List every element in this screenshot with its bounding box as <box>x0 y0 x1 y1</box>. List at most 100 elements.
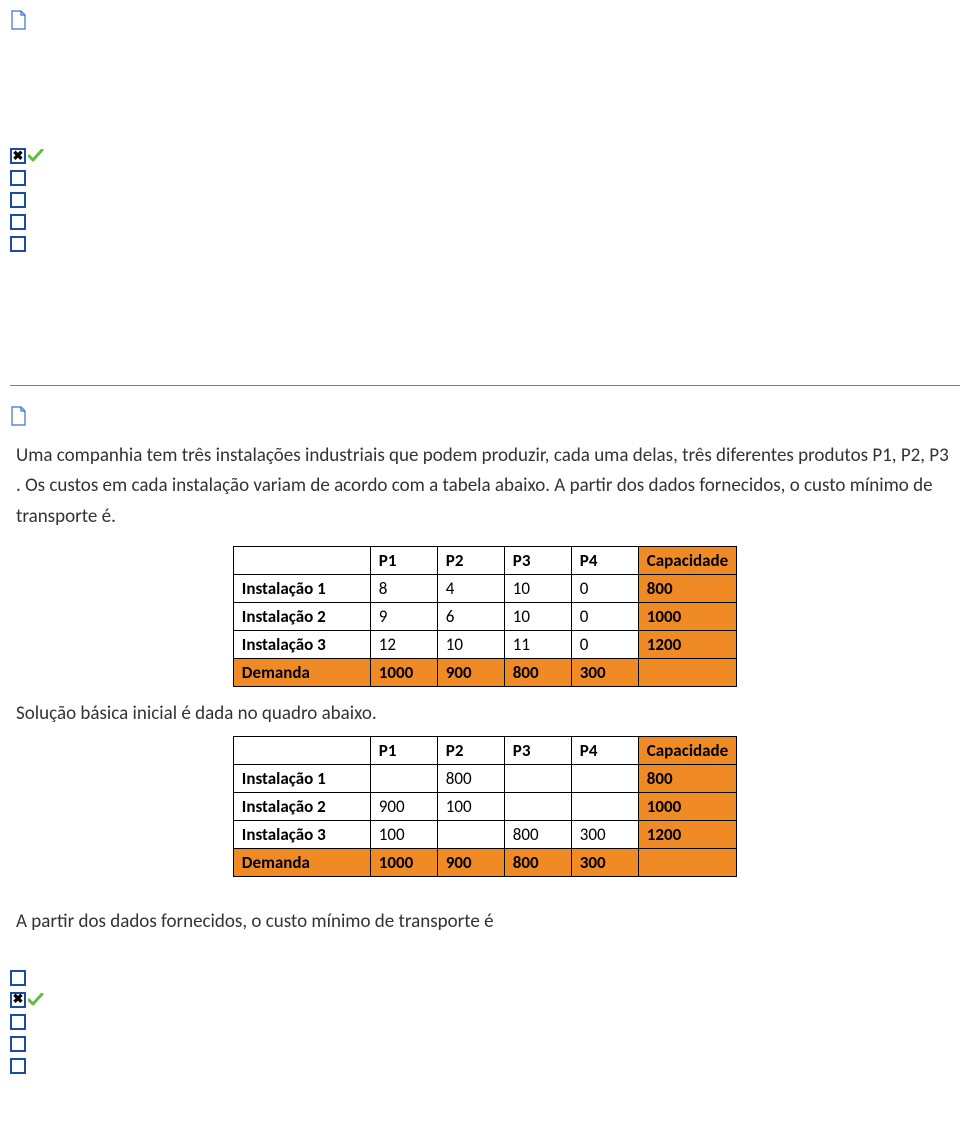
demand-label: Demanda <box>233 848 370 876</box>
table-row: Instalação 2 900 100 1000 <box>233 792 736 820</box>
table-cell: 8 <box>370 575 437 603</box>
q2-option-4[interactable] <box>10 1033 960 1055</box>
table-cell: 900 <box>370 792 437 820</box>
checkbox-empty-icon <box>10 192 26 208</box>
table-cell: 300 <box>571 820 638 848</box>
q1-option-3[interactable] <box>10 189 960 211</box>
table-cell: 0 <box>571 603 638 631</box>
demand-cell: 300 <box>571 659 638 687</box>
demand-cell: 1000 <box>370 848 437 876</box>
divider <box>10 385 960 386</box>
q2-option-1[interactable] <box>10 967 960 989</box>
table-cell <box>571 792 638 820</box>
q1-option-2[interactable] <box>10 167 960 189</box>
table-cell <box>437 820 504 848</box>
table-header-cell <box>233 547 370 575</box>
row-label: Instalação 1 <box>233 764 370 792</box>
question-2: Uma companhia tem três instalações indus… <box>10 406 960 1077</box>
table-cell: 0 <box>571 575 638 603</box>
table-cell: 100 <box>437 792 504 820</box>
table-cell: 12 <box>370 631 437 659</box>
demand-cell <box>638 659 736 687</box>
demand-cell: 800 <box>504 659 571 687</box>
row-label: Instalação 3 <box>233 820 370 848</box>
q2-solution-table: P1 P2 P3 P4 Capacidade Instalação 1 800 … <box>233 736 737 877</box>
capacity-cell: 800 <box>638 764 736 792</box>
capacity-cell: 1000 <box>638 792 736 820</box>
demand-label: Demanda <box>233 659 370 687</box>
q1-option-1[interactable]: ✖ <box>10 145 960 167</box>
table-header-cell: P2 <box>437 736 504 764</box>
table-header-cell: P4 <box>571 547 638 575</box>
table-cell: 10 <box>437 631 504 659</box>
correct-check-icon <box>28 993 44 1007</box>
row-label: Instalação 2 <box>233 603 370 631</box>
q2-option-2[interactable]: ✖ <box>10 989 960 1011</box>
table-cell: 10 <box>504 575 571 603</box>
checkbox-empty-icon <box>10 1058 26 1074</box>
table-header-cell: Capacidade <box>638 736 736 764</box>
table-header-cell: P3 <box>504 547 571 575</box>
table-header-cell: Capacidade <box>638 547 736 575</box>
table-cell: 0 <box>571 631 638 659</box>
q1-option-4[interactable] <box>10 211 960 233</box>
q1-options: ✖ <box>10 145 960 255</box>
checkbox-checked-icon: ✖ <box>10 992 26 1008</box>
table-row: Instalação 1 800 800 <box>233 764 736 792</box>
table-header-cell: P3 <box>504 736 571 764</box>
q2-between-text: Solução básica inicial é dada no quadro … <box>10 699 960 729</box>
table-header-row: P1 P2 P3 P4 Capacidade <box>233 547 736 575</box>
table-header-cell: P4 <box>571 736 638 764</box>
table-cell <box>504 764 571 792</box>
table-header-cell: P1 <box>370 547 437 575</box>
table-header-row: P1 P2 P3 P4 Capacidade <box>233 736 736 764</box>
table-row: Instalação 1 8 4 10 0 800 <box>233 575 736 603</box>
table-cell <box>571 764 638 792</box>
checkbox-empty-icon <box>10 236 26 252</box>
capacity-cell: 1000 <box>638 603 736 631</box>
table-cell: 6 <box>437 603 504 631</box>
table-cell: 4 <box>437 575 504 603</box>
document-icon <box>10 10 28 35</box>
document-icon <box>10 406 28 431</box>
table-header-cell: P2 <box>437 547 504 575</box>
table-cell: 11 <box>504 631 571 659</box>
table-header-cell <box>233 736 370 764</box>
demand-cell: 800 <box>504 848 571 876</box>
checkbox-checked-icon: ✖ <box>10 148 26 164</box>
q2-intro-text: Uma companhia tem três instalações indus… <box>10 441 960 546</box>
demand-cell: 1000 <box>370 659 437 687</box>
demand-cell <box>638 848 736 876</box>
question-1: ✖ <box>10 10 960 335</box>
demand-row: Demanda 1000 900 800 300 <box>233 848 736 876</box>
table-cell: 800 <box>437 764 504 792</box>
table-cell <box>504 792 571 820</box>
checkbox-empty-icon <box>10 970 26 986</box>
table-header-cell: P1 <box>370 736 437 764</box>
capacity-cell: 1200 <box>638 631 736 659</box>
correct-check-icon <box>28 149 44 163</box>
table-cell: 9 <box>370 603 437 631</box>
row-label: Instalação 3 <box>233 631 370 659</box>
q2-options: ✖ <box>10 967 960 1077</box>
row-label: Instalação 2 <box>233 792 370 820</box>
table-cell: 800 <box>504 820 571 848</box>
q2-option-5[interactable] <box>10 1055 960 1077</box>
demand-cell: 900 <box>437 848 504 876</box>
table-cell <box>370 764 437 792</box>
table-row: Instalação 3 100 800 300 1200 <box>233 820 736 848</box>
table-row: Instalação 3 12 10 11 0 1200 <box>233 631 736 659</box>
demand-row: Demanda 1000 900 800 300 <box>233 659 736 687</box>
q2-cost-table: P1 P2 P3 P4 Capacidade Instalação 1 8 4 … <box>233 546 737 687</box>
table-row: Instalação 2 9 6 10 0 1000 <box>233 603 736 631</box>
q2-option-3[interactable] <box>10 1011 960 1033</box>
q1-option-5[interactable] <box>10 233 960 255</box>
capacity-cell: 800 <box>638 575 736 603</box>
demand-cell: 900 <box>437 659 504 687</box>
q2-final-text: A partir dos dados fornecidos, o custo m… <box>10 907 960 937</box>
table-cell: 10 <box>504 603 571 631</box>
row-label: Instalação 1 <box>233 575 370 603</box>
table-cell: 100 <box>370 820 437 848</box>
checkbox-empty-icon <box>10 1036 26 1052</box>
page-root: ✖ <box>0 0 970 1127</box>
